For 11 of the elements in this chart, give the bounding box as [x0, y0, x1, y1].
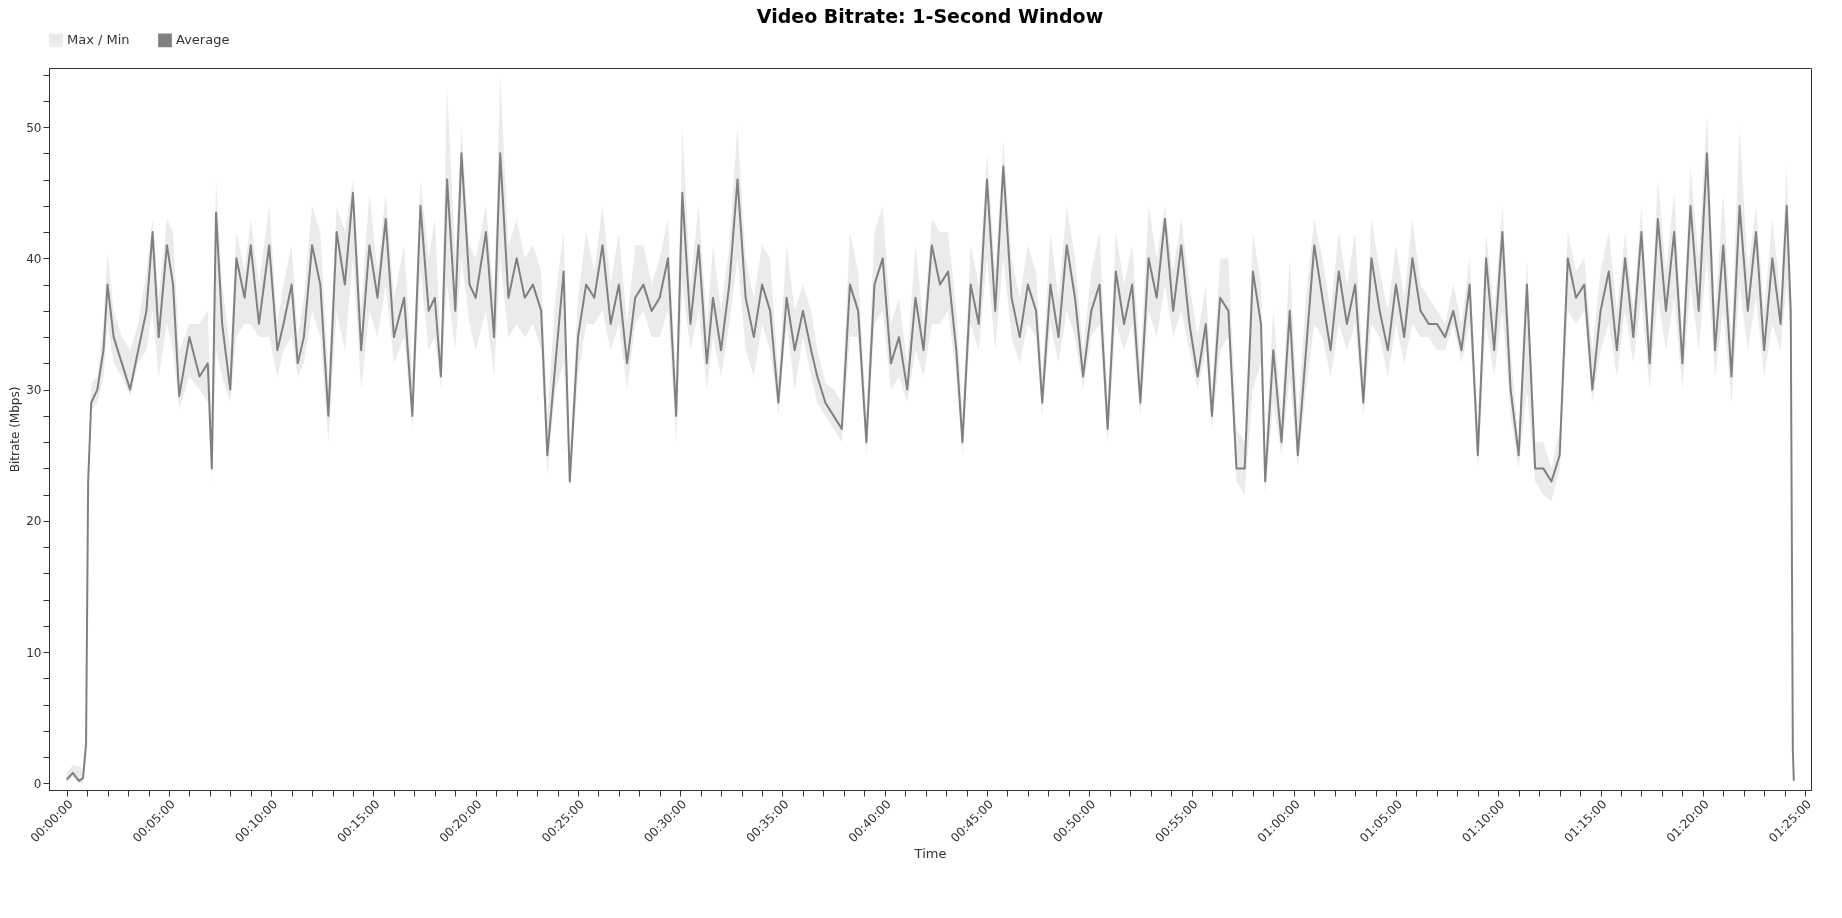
y-tick-label: 0	[33, 776, 42, 791]
x-axis-title: Time	[913, 846, 947, 862]
y-tick-label: 40	[26, 251, 42, 266]
chart-title: Video Bitrate: 1-Second Window	[756, 5, 1104, 27]
text: Max / Min	[67, 32, 130, 48]
y-tick-label: 50	[26, 120, 42, 135]
y-tick-label: 30	[26, 383, 42, 398]
y-tick-label: 20	[26, 514, 42, 529]
legend-label: Average	[176, 32, 230, 48]
y-axis-title: Bitrate (Mbps)	[8, 386, 23, 473]
y-tick-label: 10	[26, 645, 42, 660]
